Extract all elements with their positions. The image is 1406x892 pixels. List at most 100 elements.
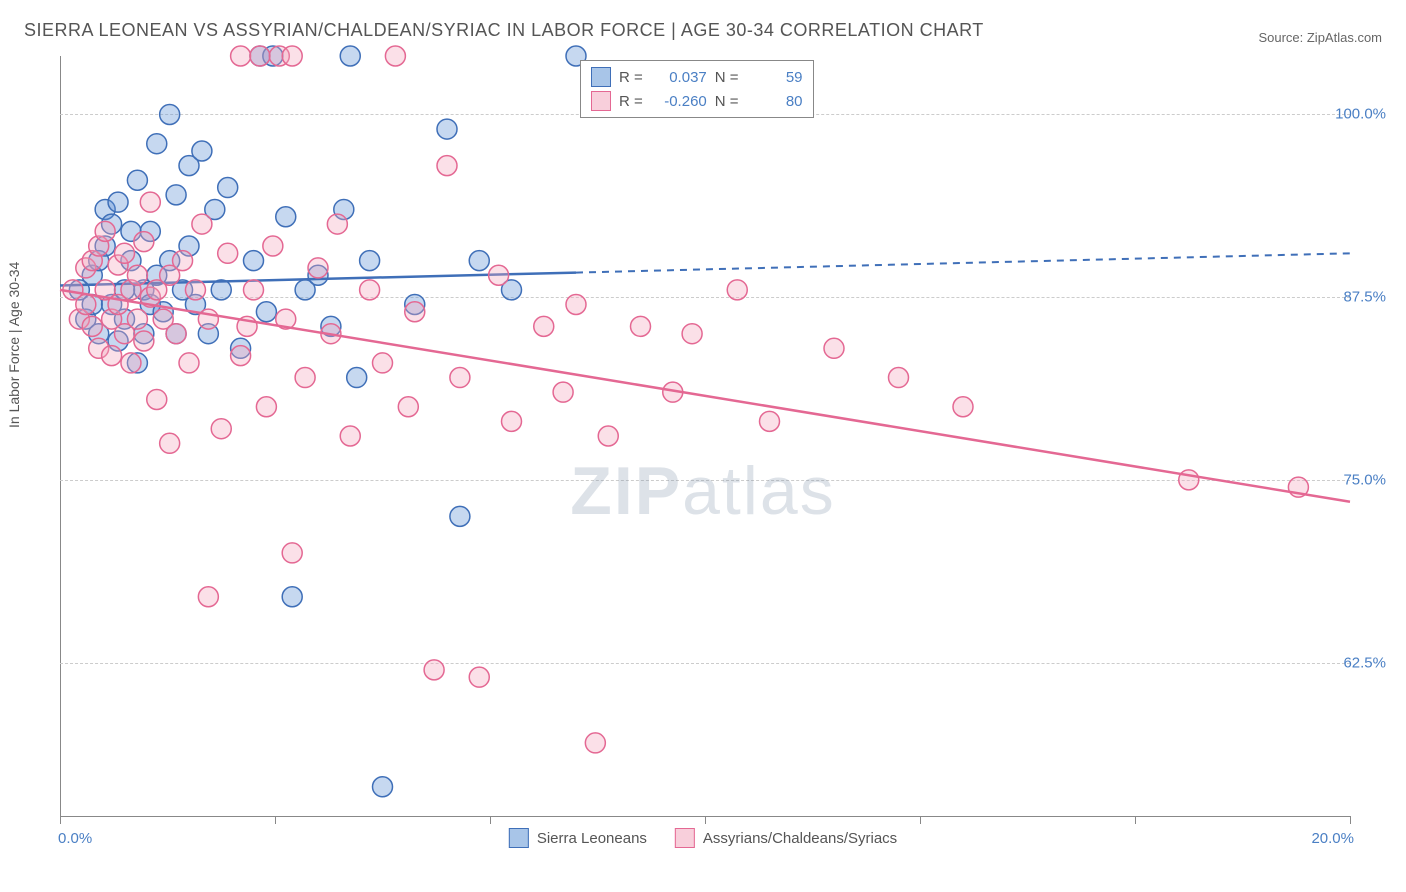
n-value-1: 59	[747, 69, 803, 86]
data-point	[82, 316, 102, 336]
data-point	[192, 141, 212, 161]
data-point	[469, 251, 489, 271]
data-point	[231, 46, 251, 66]
x-tick	[1135, 816, 1136, 824]
data-point	[889, 368, 909, 388]
data-point	[585, 733, 605, 753]
data-point	[437, 119, 457, 139]
data-point	[405, 302, 425, 322]
data-point	[256, 397, 276, 417]
legend-label-1: Sierra Leoneans	[537, 830, 647, 847]
data-point	[127, 309, 147, 329]
data-point	[166, 185, 186, 205]
series-legend: Sierra Leoneans Assyrians/Chaldeans/Syri…	[509, 828, 897, 848]
data-point	[360, 251, 380, 271]
data-point	[218, 243, 238, 263]
data-point	[327, 214, 347, 234]
legend-item-1: Sierra Leoneans	[509, 828, 647, 848]
data-point	[727, 280, 747, 300]
data-point	[218, 178, 238, 198]
data-point	[534, 316, 554, 336]
trend-line-dashed	[576, 253, 1350, 272]
data-point	[566, 294, 586, 314]
data-point	[373, 777, 393, 797]
data-point	[147, 389, 167, 409]
data-point	[160, 104, 180, 124]
correlation-row-2: R = -0.260 N = 80	[591, 89, 803, 113]
data-point	[682, 324, 702, 344]
data-point	[360, 280, 380, 300]
data-point	[76, 294, 96, 314]
legend-label-2: Assyrians/Chaldeans/Syriacs	[703, 830, 897, 847]
r-value-2: -0.260	[651, 93, 707, 110]
data-point	[127, 265, 147, 285]
data-point	[953, 397, 973, 417]
data-point	[198, 587, 218, 607]
n-value-2: 80	[747, 93, 803, 110]
data-point	[102, 346, 122, 366]
n-label: N =	[715, 69, 739, 86]
x-tick-label: 20.0%	[1311, 830, 1354, 847]
r-label: R =	[619, 93, 643, 110]
data-point	[244, 251, 264, 271]
data-point	[185, 280, 205, 300]
data-point	[824, 338, 844, 358]
data-point	[166, 324, 186, 344]
legend-swatch-blue	[591, 67, 611, 87]
x-tick	[1350, 816, 1351, 824]
data-point	[398, 397, 418, 417]
data-point	[469, 667, 489, 687]
data-point	[282, 46, 302, 66]
legend-swatch-pink	[591, 91, 611, 111]
data-point	[450, 506, 470, 526]
legend-item-2: Assyrians/Chaldeans/Syriacs	[675, 828, 897, 848]
data-point	[173, 251, 193, 271]
data-point	[231, 346, 251, 366]
data-point	[340, 426, 360, 446]
data-point	[308, 258, 328, 278]
data-point	[502, 411, 522, 431]
x-tick	[275, 816, 276, 824]
data-point	[282, 587, 302, 607]
x-tick-label: 0.0%	[58, 830, 92, 847]
data-point	[121, 353, 141, 373]
data-point	[295, 368, 315, 388]
r-value-1: 0.037	[651, 69, 707, 86]
data-point	[437, 156, 457, 176]
data-point	[385, 46, 405, 66]
data-point	[134, 232, 154, 252]
data-point	[134, 331, 154, 351]
data-point	[1179, 470, 1199, 490]
data-point	[127, 170, 147, 190]
data-point	[598, 426, 618, 446]
data-point	[282, 543, 302, 563]
data-point	[244, 280, 264, 300]
data-point	[553, 382, 573, 402]
data-point	[108, 192, 128, 212]
data-point	[179, 353, 199, 373]
data-point	[115, 243, 135, 263]
x-tick	[920, 816, 921, 824]
scatter-plot	[60, 56, 1350, 816]
data-point	[192, 214, 212, 234]
data-point	[256, 302, 276, 322]
source-attribution: Source: ZipAtlas.com	[1258, 30, 1382, 45]
data-point	[340, 46, 360, 66]
trend-line	[60, 290, 1350, 502]
legend-swatch-pink	[675, 828, 695, 848]
data-point	[489, 265, 509, 285]
correlation-legend: R = 0.037 N = 59 R = -0.260 N = 80	[580, 60, 814, 118]
data-point	[373, 353, 393, 373]
x-tick	[490, 816, 491, 824]
x-tick	[60, 816, 61, 824]
data-point	[424, 660, 444, 680]
data-point	[140, 192, 160, 212]
r-label: R =	[619, 69, 643, 86]
data-point	[263, 236, 283, 256]
legend-swatch-blue	[509, 828, 529, 848]
data-point	[631, 316, 651, 336]
correlation-row-1: R = 0.037 N = 59	[591, 65, 803, 89]
data-point	[760, 411, 780, 431]
data-point	[147, 134, 167, 154]
data-point	[160, 433, 180, 453]
